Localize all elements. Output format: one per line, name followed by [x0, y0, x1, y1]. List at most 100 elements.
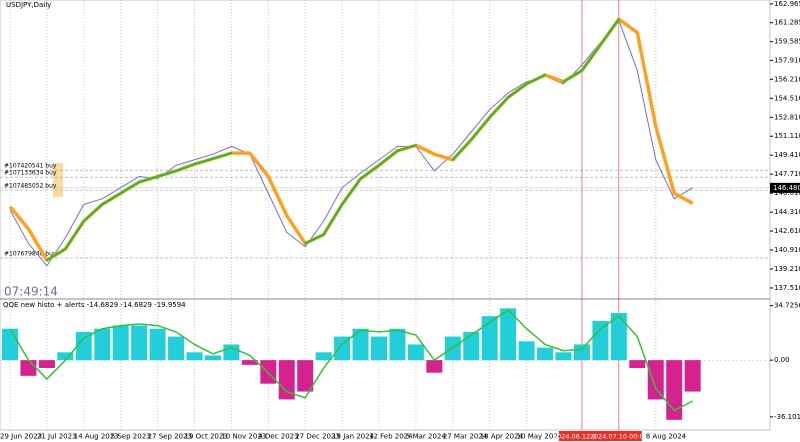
- y-tick-label: 0.00: [774, 356, 790, 364]
- histogram-bar: [537, 347, 554, 361]
- x-tick-label: 18 Apr 2024: [480, 433, 524, 441]
- y-tick-label: 34.7256: [774, 302, 800, 310]
- x-tick-label: 29 Jun 2023: [0, 433, 42, 441]
- order-label: #107485052 buy: [4, 183, 57, 190]
- symbol-title: USDJPY,Daily: [6, 1, 51, 9]
- ma-rising: [156, 169, 178, 178]
- ma-rising: [101, 192, 122, 206]
- ma-rising: [507, 82, 528, 99]
- vline-label-bg: [595, 431, 642, 441]
- y-tick-label: 149.410: [774, 151, 800, 159]
- y-tick-label: 142.610: [774, 227, 800, 235]
- histogram-bar: [186, 352, 203, 361]
- histogram-bar: [278, 360, 295, 400]
- histogram-bar: [426, 360, 443, 373]
- x-tick-label: 4 Dec 2023: [258, 433, 298, 441]
- order-label: #107679848 buy: [4, 250, 57, 257]
- histogram-bar: [20, 360, 37, 376]
- ma-rising: [341, 177, 362, 206]
- histogram-bar: [481, 316, 498, 361]
- ma-rising: [211, 152, 233, 160]
- histogram-bar: [131, 325, 148, 361]
- y-tick-label: -36.1019: [774, 413, 800, 421]
- ma-rising: [304, 233, 325, 245]
- histogram-bar: [352, 328, 369, 361]
- y-tick-label: 152.810: [774, 113, 800, 121]
- current-price-label: 146.480: [773, 184, 800, 192]
- y-tick-label: 159.585: [774, 38, 800, 46]
- histogram-bar: [75, 331, 92, 361]
- y-tick-label: 156.210: [774, 75, 800, 83]
- ma-rising: [470, 116, 491, 141]
- ma-rising: [599, 18, 620, 46]
- histogram-bar: [518, 341, 535, 361]
- ma-rising: [175, 163, 196, 172]
- histogram-bar: [168, 336, 185, 361]
- x-tick-label: 12 Feb 2024: [369, 433, 413, 441]
- histogram-bar: [592, 320, 609, 361]
- y-tick-label: 154.510: [774, 94, 800, 102]
- histogram-bar: [555, 352, 572, 361]
- ma-rising: [45, 248, 67, 262]
- vline-label-bg: [558, 431, 605, 441]
- x-tick-label: 8 Aug 2024: [646, 433, 687, 441]
- y-tick-label: 144.310: [774, 208, 800, 216]
- histogram-bar: [149, 328, 166, 361]
- indicator-title: QQE new histo + alerts -14.6829 -14.6829…: [3, 301, 186, 309]
- y-tick-label: 146.010: [774, 189, 800, 197]
- price-line: [9, 19, 693, 267]
- histogram-bar: [389, 328, 406, 361]
- ma-rising: [562, 69, 583, 83]
- ma-rising: [193, 157, 214, 166]
- histogram-bar: [334, 336, 351, 361]
- ma-rising: [378, 149, 399, 167]
- x-tick-label: 27 Mar 2024: [443, 433, 488, 441]
- x-tick-label: 19 Oct 2023: [185, 433, 228, 441]
- histogram-bar: [684, 360, 701, 392]
- x-tick-label: 5 Sep 2023: [111, 433, 151, 441]
- y-tick-label: 161.285: [774, 19, 800, 27]
- x-tick-label: 5 Mar 2024: [406, 433, 446, 441]
- x-tick-label: 10 Nov 2023: [221, 433, 266, 441]
- y-tick-label: 140.910: [774, 246, 800, 254]
- histogram-bar: [647, 360, 664, 400]
- x-tick-label: 21 Jul 2023: [37, 433, 77, 441]
- histogram-bar: [573, 344, 590, 361]
- histogram-bar: [315, 352, 332, 361]
- histogram-bar: [112, 325, 129, 361]
- histogram-bar: [297, 360, 314, 392]
- ma-rising: [488, 96, 510, 119]
- histogram-bar: [500, 308, 517, 361]
- x-tick-label: 27 Dec 2023: [295, 433, 340, 441]
- vline-label: 2024.06.12 00:00: [553, 433, 611, 441]
- histogram-bar: [241, 360, 258, 365]
- y-tick-label: 139.210: [774, 265, 800, 273]
- histogram-bar: [463, 331, 480, 361]
- ma-rising: [64, 220, 85, 251]
- y-tick-label: 162.965: [774, 0, 800, 8]
- y-tick-label: 157.910: [774, 56, 800, 64]
- current-price-box: [770, 182, 800, 193]
- signal-line: [9, 308, 693, 412]
- order-highlight: [53, 163, 63, 197]
- ma-rising: [82, 203, 104, 223]
- histogram-bar: [407, 344, 424, 361]
- ma-rising: [138, 175, 159, 184]
- histogram-bar: [610, 313, 627, 361]
- x-tick-label: 19 Jan 2024: [332, 433, 375, 441]
- histogram-bar: [94, 328, 111, 361]
- y-tick-label: 137.510: [774, 284, 800, 292]
- ma-rising: [451, 138, 473, 161]
- histogram-bar: [57, 352, 74, 361]
- y-tick-label: 147.710: [774, 170, 800, 178]
- histogram-bar: [204, 355, 221, 361]
- ma-rising: [580, 43, 602, 72]
- histogram-bar: [38, 360, 55, 369]
- ma-rising: [359, 164, 380, 180]
- order-label: #107420541 buy: [4, 163, 57, 170]
- ma-rising: [525, 73, 547, 85]
- timer: 07:49:14: [4, 285, 58, 299]
- histogram-bar: [371, 336, 387, 361]
- ma-rising: [119, 181, 141, 195]
